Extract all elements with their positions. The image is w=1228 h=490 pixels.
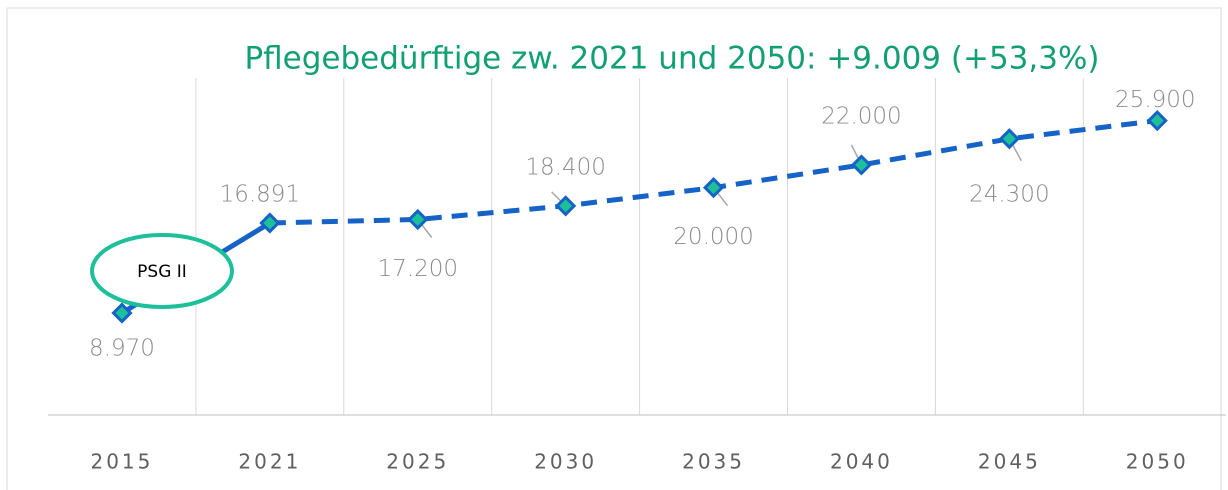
data-label: 24.300 [969,181,1049,207]
data-label: 18.400 [525,154,605,180]
annotation-ellipse [90,233,234,309]
chart-title: Pflegebedürftige zw. 2021 und 2050: +9.0… [244,41,1099,77]
annotation-text: PSG II [137,262,187,282]
marker [259,212,281,234]
marker [1146,109,1168,132]
marker [702,177,725,199]
x-tick-label: 2025 [386,450,449,474]
x-tick-label: 2015 [90,450,153,474]
marker [850,154,873,176]
data-label: 20.000 [673,224,753,250]
x-tick-label: 2050 [1126,450,1189,474]
data-label: 22.000 [821,103,901,129]
x-tick-label: 2021 [238,450,301,474]
marker [555,195,577,217]
marker [998,128,1020,150]
x-tick-label: 2040 [830,450,893,474]
chart-border [6,7,1222,490]
marker [111,302,133,324]
data-label: 8.970 [89,336,155,362]
marker [407,208,429,231]
x-tick-label: 2035 [682,450,745,474]
data-label: 25.900 [1115,87,1195,113]
data-label: 16.891 [220,182,300,208]
x-tick-label: 2045 [978,450,1041,474]
x-tick-label: 2030 [534,450,597,474]
data-label: 17.200 [378,256,458,282]
series-line [269,118,1158,226]
